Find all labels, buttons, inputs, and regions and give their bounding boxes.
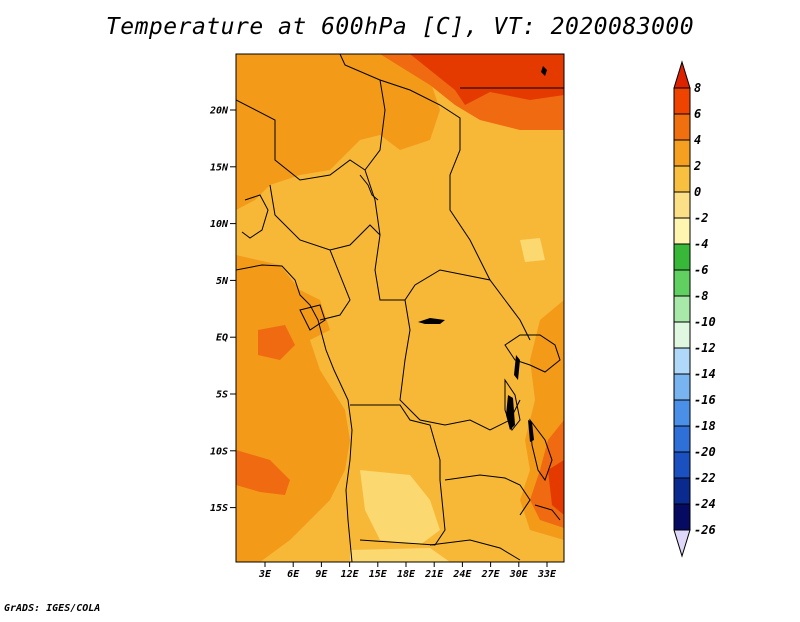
- lat-tick-label: 5N: [216, 276, 229, 287]
- lon-tick-label: 27E: [481, 569, 501, 580]
- lat-tick-label: 15S: [210, 503, 228, 514]
- colorbar-label: -16: [694, 393, 716, 407]
- colorbar-label: -22: [694, 471, 716, 485]
- temperature-field: [236, 54, 564, 562]
- colorbar-swatch: [673, 399, 691, 427]
- colorbar-swatch: [673, 217, 691, 245]
- lon-tick-label: 12E: [341, 569, 360, 580]
- lon-tick-label: 18E: [397, 569, 416, 580]
- colorbar-swatch: [673, 321, 691, 349]
- colorbar-swatch: [673, 425, 691, 453]
- colorbar-swatch: [673, 503, 691, 531]
- colorbar-label: -24: [694, 497, 716, 511]
- colorbar-label: -6: [694, 263, 708, 277]
- colorbar-label: 4: [694, 133, 701, 147]
- chart-title: Temperature at 600hPa [C], VT: 202008300…: [105, 14, 695, 40]
- colorbar-swatch: [673, 87, 691, 115]
- colorbar-swatch: [673, 113, 691, 141]
- colorbar-label: -4: [694, 237, 708, 251]
- colorbar-label: -12: [694, 341, 716, 355]
- country-borders: [236, 54, 564, 562]
- field-band-4-6-gulf: [258, 325, 295, 360]
- lon-tick-label: 3E: [258, 569, 272, 580]
- field-band-m2-0-east: [520, 238, 545, 262]
- colorbar: 8 6 4 2 0 -2 -4 -6 -8 -10 -12 -14 -16 -18 -20 -22 -24 -26: [673, 60, 716, 558]
- colorbar-swatch: [673, 139, 691, 167]
- field-band-6-8-north: [410, 54, 564, 105]
- field-band-4-6-southwest: [236, 450, 290, 495]
- lon-tick-label: 15E: [369, 569, 388, 580]
- colorbar-swatch: [673, 191, 691, 219]
- lakes: [418, 66, 547, 442]
- colorbar-swatch: [673, 477, 691, 505]
- colorbar-swatch: [673, 269, 691, 297]
- lat-tick-label: 5S: [216, 390, 228, 401]
- lon-tick-label: 24E: [452, 569, 472, 580]
- lat-tick-label: 10N: [210, 219, 229, 230]
- colorbar-top-arrow: [673, 60, 691, 89]
- colorbar-label: -2: [694, 211, 708, 225]
- lon-tick-label: 9E: [315, 569, 328, 580]
- colorbar-swatch: [673, 373, 691, 401]
- field-band-m2-0-bottom: [350, 548, 450, 562]
- lon-tick-label: 30E: [509, 569, 529, 580]
- colorbar-label: -14: [694, 367, 716, 381]
- lon-tick-label: 33E: [537, 569, 557, 580]
- field-band-6-8-southeast: [548, 460, 564, 515]
- longitude-axis: 3E 6E 9E 12E 15E 18E 21E 24E 27E 30E 33E: [258, 562, 557, 580]
- colorbar-swatch: [673, 165, 691, 193]
- colorbar-label: -18: [694, 419, 716, 433]
- colorbar-swatch: [673, 451, 691, 479]
- field-band-m2-0-south: [360, 470, 440, 545]
- lat-tick-label: 20N: [209, 106, 229, 117]
- colorbar-label: 2: [693, 159, 701, 173]
- colorbar-label: -26: [694, 523, 716, 537]
- colorbar-label: 6: [694, 107, 701, 121]
- colorbar-label: 8: [694, 81, 701, 95]
- colorbar-label: -20: [694, 445, 716, 459]
- lat-tick-label: EQ: [216, 333, 228, 344]
- colorbar-bottom-arrow: [673, 529, 691, 558]
- lat-tick-label: 15N: [210, 162, 229, 173]
- colorbar-swatch: [673, 347, 691, 375]
- map-frame: [235, 53, 565, 563]
- colorbar-swatch: [673, 295, 691, 323]
- colorbar-label: 0: [694, 185, 701, 199]
- grads-credit: GrADS: IGES/COLA: [4, 603, 101, 614]
- lon-tick-label: 6E: [287, 569, 300, 580]
- colorbar-label: -10: [694, 315, 716, 329]
- field-band-2-4-north: [236, 54, 440, 210]
- lat-tick-label: 10S: [210, 446, 228, 457]
- colorbar-label: -8: [694, 289, 708, 303]
- colorbar-swatch: [673, 243, 691, 271]
- lon-tick-label: 21E: [424, 569, 444, 580]
- latitude-axis: 20N 15N 10N 5N EQ 5S 10S 15S: [209, 106, 236, 514]
